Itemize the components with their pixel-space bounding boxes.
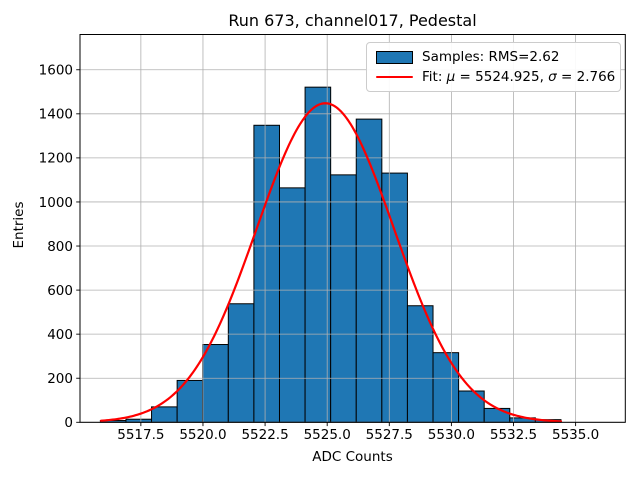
- y-tick-label: 800: [47, 239, 73, 255]
- x-tick-label: 5522.5: [241, 427, 288, 443]
- histogram-bar: [406, 305, 434, 423]
- y-tick-label: 1000: [39, 195, 73, 211]
- histogram-bar: [278, 187, 306, 423]
- y-tick-label: 0: [64, 415, 73, 431]
- legend-samples-label: Samples: RMS=2.62: [422, 49, 560, 65]
- y-tick-label: 400: [47, 327, 73, 343]
- y-tick-label: 600: [47, 283, 73, 299]
- x-tick-label: 5527.5: [366, 427, 413, 443]
- mu-symbol: μ: [446, 69, 456, 85]
- sigma-symbol: σ: [548, 69, 557, 85]
- histogram-bar: [151, 406, 178, 423]
- x-tick-label: 5525.0: [304, 427, 351, 443]
- y-tick-label: 200: [47, 371, 73, 387]
- histogram-bar: [253, 124, 280, 423]
- histogram-bar: [304, 86, 332, 423]
- histogram-bar: [202, 344, 229, 423]
- y-tick-label: 1200: [39, 151, 73, 167]
- legend-box: Samples: RMS=2.62 Fit: μ = 5524.925, σ =…: [366, 42, 621, 92]
- histogram-swatch-icon: [376, 50, 413, 64]
- fit-line-swatch-icon: [376, 75, 413, 79]
- histogram-bar: [432, 352, 460, 423]
- y-tick-label: 1400: [39, 107, 73, 123]
- histogram-bar: [483, 407, 511, 423]
- y-tick-label: 1600: [39, 63, 73, 79]
- legend-entry-samples: Samples: RMS=2.62: [376, 49, 611, 65]
- legend-entry-fit: Fit: μ = 5524.925, σ = 2.766: [376, 69, 615, 85]
- legend-fit-label: Fit: μ = 5524.925, σ = 2.766: [422, 69, 616, 85]
- x-tick-label: 5532.5: [490, 427, 537, 443]
- histogram-bar: [227, 303, 255, 423]
- histogram-bar: [381, 172, 408, 423]
- y-axis-label: Entries: [11, 201, 27, 249]
- x-tick-label: 5530.0: [428, 427, 475, 443]
- x-tick-label: 5535.0: [552, 427, 599, 443]
- x-axis-label: ADC Counts: [312, 449, 393, 465]
- axes-spines: [79, 34, 626, 423]
- histogram-bar: [330, 174, 357, 423]
- x-tick-label: 5517.5: [117, 427, 164, 443]
- histogram-bar: [458, 390, 485, 423]
- chart-title: Run 673, channel017, Pedestal: [228, 11, 477, 30]
- gaussian-fit-curve: [100, 102, 563, 423]
- x-tick-label: 5520.0: [179, 427, 226, 443]
